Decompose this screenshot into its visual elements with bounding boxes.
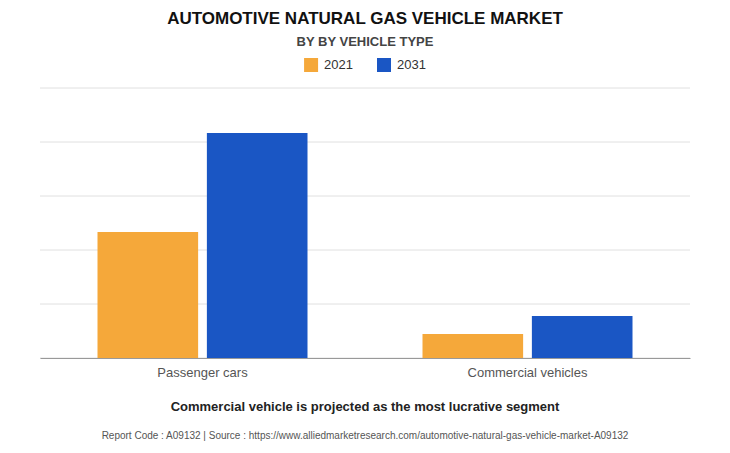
- bar-series: [207, 133, 633, 358]
- title: AUTOMOTIVE NATURAL GAS VEHICLE MARKET: [167, 9, 563, 28]
- annotation: Report Code : A09132 | Source : https://…: [102, 430, 629, 441]
- legend-label: 2021: [324, 57, 353, 72]
- annotation: Commercial vehicle is projected as the m…: [171, 399, 560, 414]
- x-tick-label: Passenger cars: [157, 365, 248, 380]
- bar: [423, 334, 524, 358]
- x-tick-label: Commercial vehicles: [468, 365, 588, 380]
- plot-area: Passenger cars Commercial vehicles: [40, 88, 691, 380]
- subtitle: BY BY VEHICLE TYPE: [297, 34, 434, 49]
- grid-line: [40, 88, 690, 89]
- bars: [98, 133, 633, 358]
- grid: [40, 88, 690, 358]
- grid-line: [40, 196, 690, 197]
- x-tick: Passenger cars: [157, 365, 248, 380]
- legend-label: 2031: [397, 57, 426, 72]
- x-axis-line: [41, 358, 691, 359]
- x-axis: Passenger cars Commercial vehicles: [41, 359, 691, 381]
- grid-line: [40, 142, 690, 143]
- legend-swatch: [377, 58, 391, 72]
- chart: AUTOMOTIVE NATURAL GAS VEHICLE MARKET BY …: [0, 0, 730, 453]
- bar: [98, 232, 199, 358]
- bar: [207, 133, 308, 358]
- legend-swatch: [304, 58, 318, 72]
- bar: [532, 316, 633, 358]
- x-tick: Commercial vehicles: [468, 365, 588, 380]
- bar-series: [98, 232, 524, 358]
- legend-item: 2021: [304, 57, 353, 72]
- legend-item: 2031: [377, 57, 426, 72]
- legend: 2021 2031: [304, 57, 426, 72]
